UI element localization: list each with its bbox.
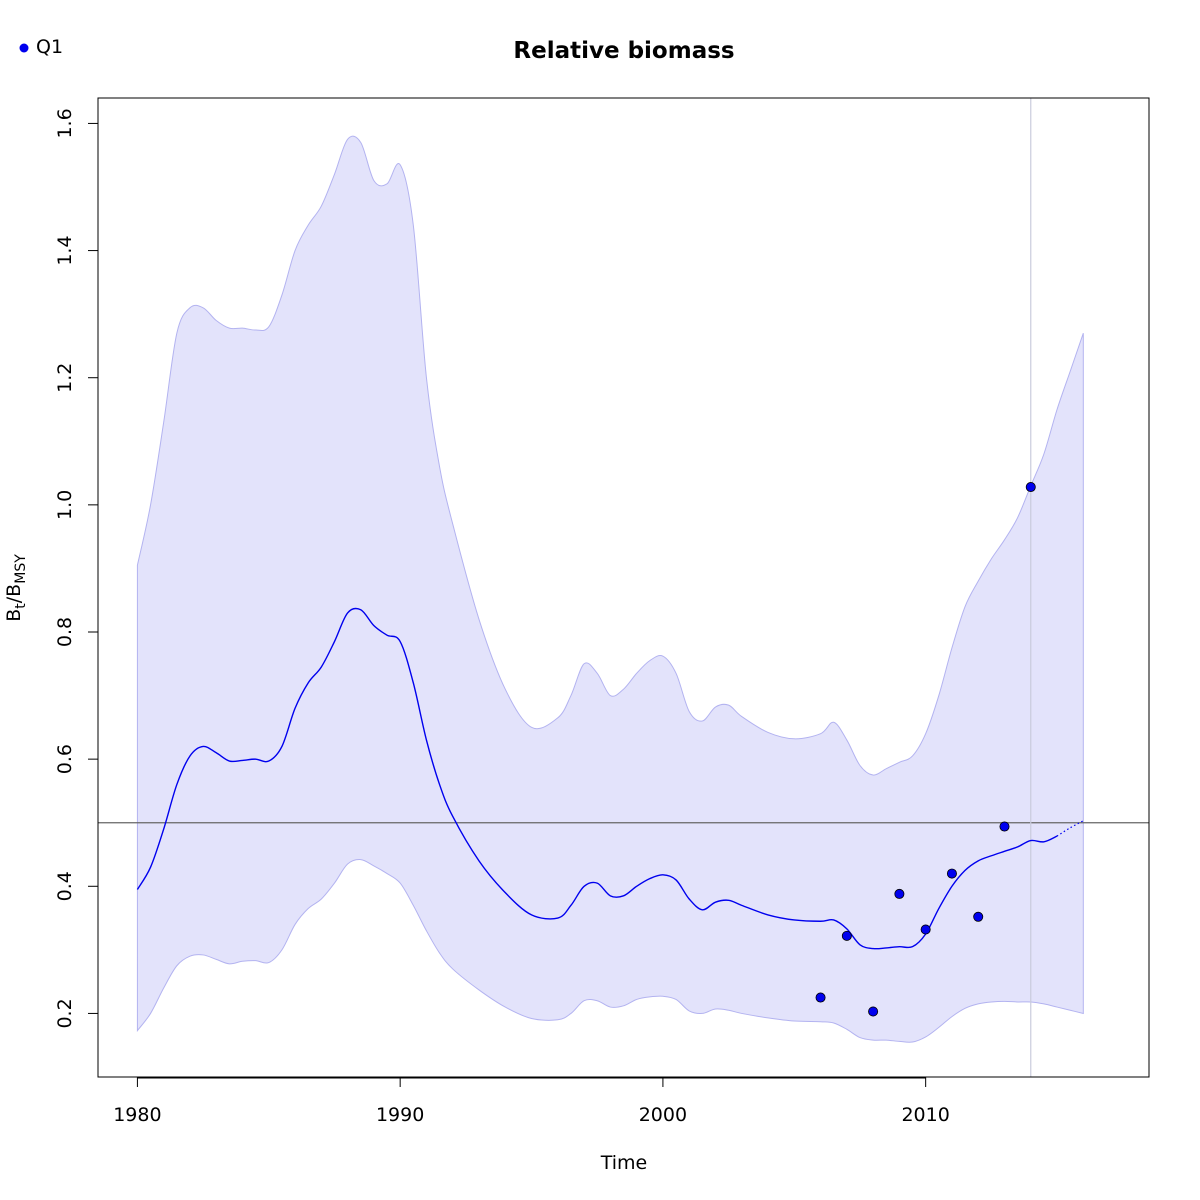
x-tick-label: 1990 xyxy=(376,1104,424,1126)
y-tick-label: 1.4 xyxy=(54,235,76,265)
data-point xyxy=(1025,482,1036,493)
plot-area xyxy=(98,98,1149,1077)
data-point xyxy=(894,888,905,899)
legend-label-q1: Q1 xyxy=(36,36,63,58)
data-point xyxy=(946,868,957,879)
x-axis: 1980 1990 2000 2010 xyxy=(113,1077,950,1126)
x-axis-title: Time xyxy=(600,1152,648,1174)
chart-title: Relative biomass xyxy=(513,38,734,64)
y-tick-label: 1.2 xyxy=(54,363,76,393)
y-tick-label: 1.6 xyxy=(54,108,76,138)
data-point xyxy=(868,1006,879,1017)
data-point xyxy=(841,930,852,941)
y-tick-label: 1.0 xyxy=(54,490,76,520)
y-tick-label: 0.8 xyxy=(54,617,76,647)
y-axis-title: Bt/BMSY xyxy=(3,554,29,622)
data-point xyxy=(815,992,826,1003)
confidence-band xyxy=(136,135,1084,1043)
x-tick-label: 2000 xyxy=(639,1104,687,1126)
data-point xyxy=(999,821,1010,832)
series-line-estimate xyxy=(136,607,1058,950)
data-point xyxy=(920,924,931,935)
y-tick-label: 0.2 xyxy=(54,998,76,1028)
legend-marker-q1 xyxy=(19,43,29,53)
data-point xyxy=(973,911,984,922)
legend: Q1 xyxy=(19,36,63,58)
y-tick-label: 0.6 xyxy=(54,744,76,774)
y-tick-label: 0.4 xyxy=(54,871,76,901)
x-tick-label: 1980 xyxy=(113,1104,161,1126)
x-tick-label: 2010 xyxy=(901,1104,949,1126)
y-axis: 0.2 0.4 0.6 0.8 1.0 1.2 1.4 1.6 xyxy=(54,108,99,1029)
